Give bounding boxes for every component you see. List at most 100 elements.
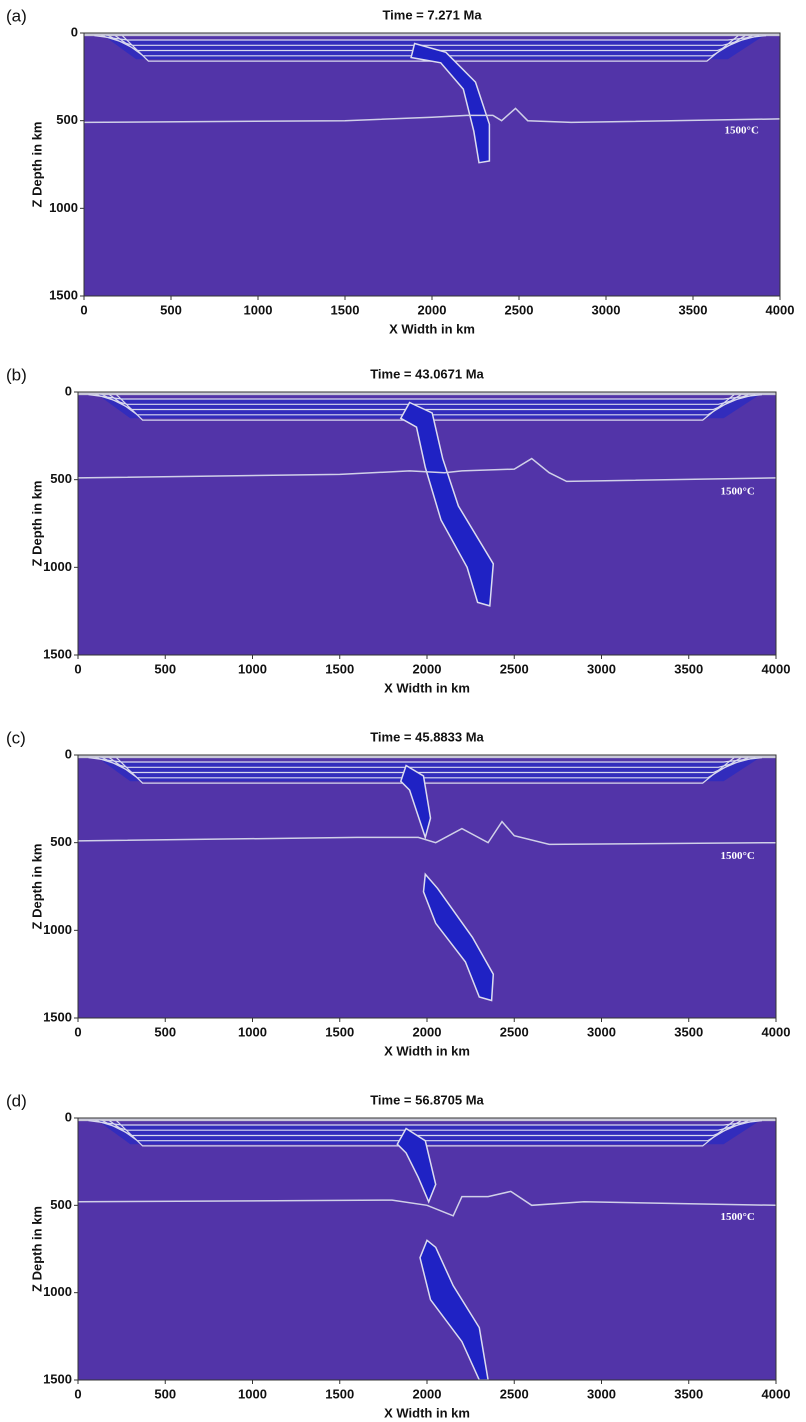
- x-tick-label: 1500: [325, 1024, 354, 1039]
- x-axis-label: X Width in km: [384, 1043, 470, 1058]
- y-tick-label: 500: [56, 112, 78, 127]
- panel: 1500°C 0 500 1000 1500 2000 2500 3000 3500 4000 0 5…: [6, 6, 794, 336]
- x-tick-label: 2000: [413, 1386, 442, 1401]
- x-tick-label: 2000: [413, 1024, 442, 1039]
- x-tick-label: 2000: [418, 302, 447, 317]
- y-tick-label: 0: [65, 746, 72, 761]
- y-tick-label: 500: [50, 834, 72, 849]
- x-tick-label: 2500: [500, 1024, 529, 1039]
- y-tick-label: 1500: [43, 646, 72, 661]
- panel-label: (b): [6, 365, 27, 384]
- field: [78, 755, 776, 1018]
- x-axis-label: X Width in km: [384, 1405, 470, 1420]
- x-tick-label: 1000: [238, 1024, 267, 1039]
- x-tick-label: 1500: [325, 1386, 354, 1401]
- panel-label: (c): [6, 728, 26, 747]
- isotherm-1500: [78, 820, 776, 846]
- x-tick-label: 3500: [674, 661, 703, 676]
- y-axis-label: Z Depth in km: [29, 844, 44, 930]
- y-tick-label: 500: [50, 1197, 72, 1212]
- x-tick-label: 0: [74, 1386, 81, 1401]
- x-tick-label: 4000: [762, 1386, 791, 1401]
- field: [78, 1118, 776, 1380]
- chart-title: Time = 56.8705 Ma: [370, 1092, 484, 1107]
- x-tick-label: 1000: [238, 1386, 267, 1401]
- isotherm-1500: [84, 107, 780, 124]
- lithosphere: [98, 1120, 759, 1145]
- lithosphere: [98, 757, 759, 782]
- y-axis-label: Z Depth in km: [29, 481, 44, 567]
- isotherm-1500: [78, 457, 776, 483]
- x-tick-label: 4000: [762, 661, 791, 676]
- isotherm: [102, 1120, 749, 1137]
- chart-title: Time = 43.0671 Ma: [370, 366, 484, 381]
- slab: [419, 1239, 489, 1380]
- slab: [399, 764, 432, 841]
- y-tick-label: 0: [65, 383, 72, 398]
- chart-title: Time = 45.8833 Ma: [370, 729, 484, 744]
- x-tick-label: 3500: [674, 1024, 703, 1039]
- y-tick-label: 1000: [49, 200, 78, 215]
- slab: [422, 872, 495, 1002]
- panel-label: (a): [6, 6, 27, 25]
- slab: [399, 401, 495, 607]
- x-tick-label: 500: [154, 661, 176, 676]
- field: [84, 33, 780, 296]
- x-tick-label: 2000: [413, 661, 442, 676]
- x-tick-label: 1000: [238, 661, 267, 676]
- annotation: 1500°C: [720, 850, 754, 862]
- x-tick-label: 3000: [592, 302, 621, 317]
- chart-title: Time = 7.271 Ma: [382, 7, 482, 22]
- surface-layer: [84, 33, 780, 37]
- annotation: 1500°C: [725, 125, 759, 137]
- field-background: [84, 33, 780, 296]
- x-tick-label: 3000: [587, 661, 616, 676]
- surface-layer: [78, 755, 776, 759]
- y-tick-label: 1000: [43, 1284, 72, 1299]
- x-tick-label: 1500: [331, 302, 360, 317]
- x-tick-label: 3000: [587, 1386, 616, 1401]
- isotherm: [102, 757, 749, 774]
- panel: 1500°C 0 500 1000 1500 2000 2500 3000 3500 4000 0 5…: [6, 1091, 790, 1420]
- y-tick-label: 1500: [43, 1009, 72, 1024]
- y-tick-label: 1000: [43, 922, 72, 937]
- x-tick-label: 500: [154, 1024, 176, 1039]
- x-tick-label: 2500: [505, 302, 534, 317]
- y-tick-label: 0: [65, 1109, 72, 1124]
- y-tick-label: 1500: [49, 287, 78, 302]
- x-tick-label: 0: [80, 302, 87, 317]
- annotation: 1500°C: [720, 485, 754, 497]
- x-tick-label: 0: [74, 1024, 81, 1039]
- x-tick-label: 1500: [325, 661, 354, 676]
- x-tick-label: 500: [154, 1386, 176, 1401]
- slab: [410, 42, 491, 164]
- panel-label: (d): [6, 1091, 27, 1110]
- x-tick-label: 3500: [679, 302, 708, 317]
- slab: [396, 1127, 437, 1204]
- y-axis-label: Z Depth in km: [29, 1206, 44, 1292]
- x-tick-label: 4000: [762, 1024, 791, 1039]
- surface-layer: [78, 1118, 776, 1122]
- y-tick-label: 500: [50, 471, 72, 486]
- x-tick-label: 2500: [500, 661, 529, 676]
- x-tick-label: 500: [160, 302, 182, 317]
- x-tick-label: 3000: [587, 1024, 616, 1039]
- field: [78, 392, 776, 655]
- lithosphere: [98, 394, 759, 419]
- y-tick-label: 1000: [43, 559, 72, 574]
- x-axis-label: X Width in km: [389, 321, 475, 336]
- y-tick-label: 0: [71, 24, 78, 39]
- x-tick-label: 3500: [674, 1386, 703, 1401]
- annotation: 1500°C: [720, 1211, 754, 1223]
- panel: 1500°C 0 500 1000 1500 2000 2500 3000 3500 4000 0 5…: [6, 728, 790, 1058]
- y-axis-label: Z Depth in km: [29, 122, 44, 208]
- surface-layer: [78, 392, 776, 396]
- lithosphere: [104, 35, 763, 60]
- y-tick-label: 1500: [43, 1371, 72, 1386]
- x-tick-label: 2500: [500, 1386, 529, 1401]
- x-tick-label: 0: [74, 661, 81, 676]
- panel: 1500°C 0 500 1000 1500 2000 2500 3000 3500 4000 0 5…: [6, 365, 790, 695]
- isotherm-1500: [78, 1190, 776, 1217]
